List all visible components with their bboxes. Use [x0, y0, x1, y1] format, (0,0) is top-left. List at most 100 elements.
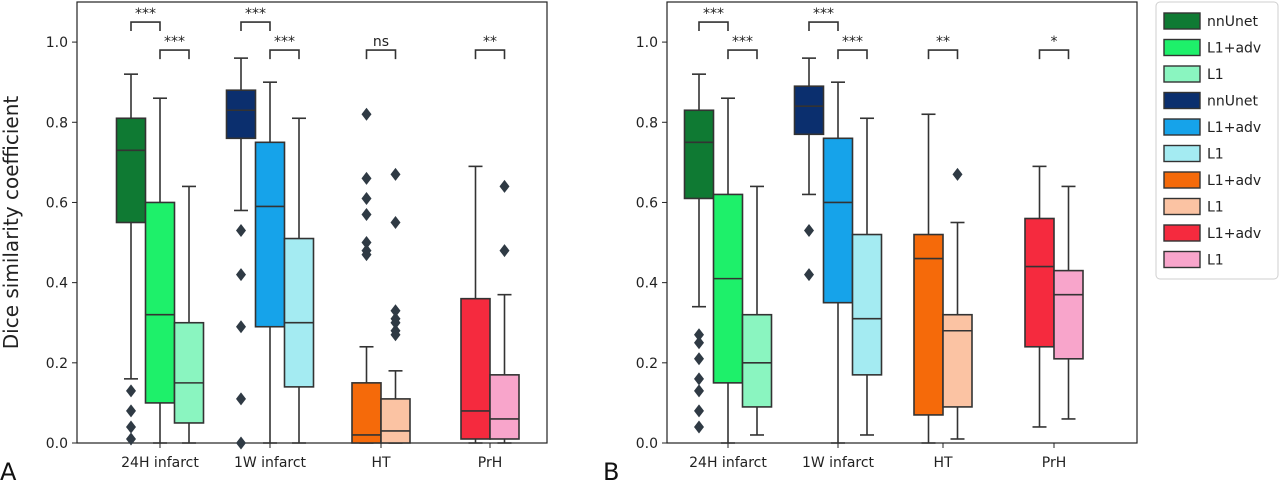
y-tick-label: 0.6	[46, 195, 68, 211]
box-l1-adv	[460, 165, 491, 444]
significance-label: ***	[164, 34, 185, 50]
legend-entry-label: nnUnet	[1207, 94, 1258, 110]
outlier-point	[236, 320, 246, 334]
outlier-point	[694, 372, 704, 386]
significance-bracket: ***	[698, 6, 729, 32]
significance-bracket: ***	[837, 34, 868, 60]
y-tick-label: 0.8	[636, 115, 658, 131]
outlier-point	[390, 216, 401, 229]
legend-entry-label: L1	[1207, 67, 1224, 83]
legend-entry-label: L1	[1207, 253, 1224, 269]
legend-swatch	[1163, 38, 1201, 57]
y-tick-label: 1.0	[46, 35, 68, 51]
box-l1	[489, 179, 520, 444]
legend-entry-label: L1+adv	[1207, 41, 1261, 57]
significance-bracket: ***	[269, 34, 300, 60]
y-tick-label: 0.2	[46, 356, 68, 372]
outlier-point	[361, 171, 372, 185]
legend-entry-label: nnUnet	[1207, 14, 1258, 30]
box-iqr	[173, 321, 205, 424]
bracket-line	[837, 49, 868, 60]
outlier-point	[499, 179, 510, 193]
outlier-point	[390, 328, 401, 342]
x-tick-label: 24H infarct	[121, 455, 199, 471]
box-l1	[942, 167, 973, 440]
significance-label: *	[1051, 34, 1058, 50]
box-iqr	[942, 313, 973, 408]
outlier-point	[390, 167, 401, 181]
plot-frame	[666, 1, 1138, 444]
x-tick-label: 1W infarct	[802, 455, 875, 471]
outlier-point	[361, 207, 372, 221]
y-tick-label: 1.0	[636, 35, 658, 51]
bracket-line	[474, 49, 506, 60]
significance-label: ***	[732, 34, 753, 50]
significance-label: ***	[245, 6, 266, 22]
outlier-point	[361, 191, 372, 205]
box-iqr	[741, 313, 773, 408]
outlier-point	[804, 268, 814, 282]
box-l1	[1053, 185, 1084, 420]
box-iqr	[489, 374, 520, 440]
legend-swatch	[1163, 12, 1201, 30]
legend-entry-label: L1+adv	[1207, 173, 1261, 189]
box-l1	[851, 117, 883, 436]
outlier-point	[361, 107, 372, 121]
outlier-point	[361, 236, 372, 250]
significance-bracket: ***	[240, 6, 271, 32]
box-iqr	[683, 109, 715, 200]
box-iqr	[1024, 217, 1055, 348]
outlier-point	[694, 336, 704, 350]
box-iqr	[712, 193, 744, 384]
box-iqr	[460, 297, 491, 440]
legend-entry-label: L1+adv	[1207, 120, 1261, 136]
significance-label: ns	[373, 34, 389, 50]
outlier-point	[236, 436, 246, 450]
significance-bracket: **	[474, 34, 506, 60]
x-tick-label: HT	[933, 455, 953, 471]
significance-label: **	[483, 34, 497, 50]
legend-entry-label: L1+adv	[1207, 226, 1261, 242]
box-iqr	[1053, 269, 1084, 360]
x-tick-label: PrH	[1042, 455, 1066, 471]
box-l1-adv	[254, 81, 286, 444]
significance-bracket: ***	[727, 34, 758, 60]
box-nnunet	[683, 73, 715, 434]
box-iqr	[225, 89, 257, 140]
significance-bracket: ***	[159, 34, 190, 60]
panel-label: B	[603, 458, 619, 486]
box-l1-adv	[144, 97, 176, 444]
box-iqr	[822, 137, 854, 304]
significance-bracket: ns	[365, 34, 397, 60]
bracket-line	[240, 21, 271, 32]
outlier-point	[126, 384, 136, 398]
bracket-line	[1038, 49, 1070, 60]
box-iqr	[283, 237, 315, 388]
box-l1-adv	[822, 81, 854, 444]
box-iqr	[380, 398, 411, 444]
box-iqr	[351, 382, 382, 444]
bracket-line	[927, 49, 959, 60]
significance-label: ***	[813, 6, 834, 22]
y-tick-label: 0.0	[636, 436, 658, 452]
y-tick-label: 0.8	[46, 115, 68, 131]
box-iqr	[913, 233, 944, 416]
legend: nnUnet L1+adv L1 nnUnet L1+adv L1 L1+adv L1 L1+a…	[1155, 1, 1279, 280]
bracket-line	[808, 21, 839, 32]
y-tick-label: 0.0	[46, 436, 68, 452]
bracket-line	[365, 49, 397, 60]
significance-label: ***	[842, 34, 863, 50]
legend-swatch	[1163, 118, 1201, 136]
bracket-line	[159, 49, 190, 60]
outlier-point	[694, 404, 704, 418]
outlier-point	[694, 328, 704, 342]
box-l1-adv	[351, 107, 382, 444]
plot-frame	[76, 1, 548, 444]
significance-bracket: ***	[130, 6, 161, 32]
legend-entry-label: L1	[1207, 147, 1224, 163]
box-iqr	[793, 85, 825, 136]
legend-swatch	[1163, 65, 1201, 83]
outlier-point	[236, 268, 246, 282]
box-iqr	[254, 141, 286, 328]
outlier-point	[694, 352, 704, 366]
